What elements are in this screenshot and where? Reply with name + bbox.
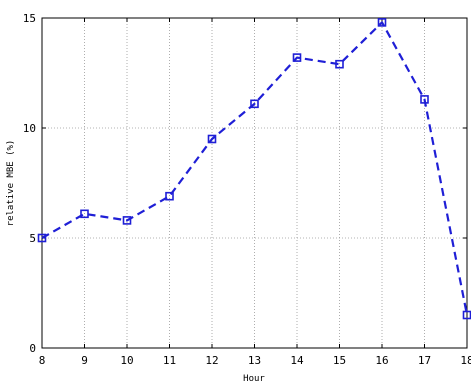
series-line: [41, 21, 469, 316]
x-axis-label: Hour: [243, 374, 265, 382]
y-tick-label: 15: [23, 12, 36, 25]
x-tick-label: 8: [39, 354, 46, 367]
data-point-marker: [80, 209, 89, 219]
x-tick-label: 15: [333, 354, 346, 367]
data-point-marker: [37, 233, 47, 243]
data-point-marker: [122, 216, 132, 225]
y-tick-label: 10: [23, 122, 36, 135]
x-tick-label: 13: [248, 354, 261, 367]
x-tick-label: 14: [290, 354, 304, 367]
data-point-marker: [420, 95, 429, 104]
series-layer: [37, 18, 471, 320]
data-point-marker: [335, 59, 344, 69]
x-tick-label: 10: [120, 354, 133, 367]
y-tick-label: 0: [29, 342, 36, 355]
x-tick-label: 16: [375, 354, 388, 367]
x-tick-label: 17: [418, 354, 431, 367]
x-tick-label: 9: [81, 354, 88, 367]
grid: [42, 18, 467, 348]
data-point-marker: [165, 191, 174, 201]
data-point-marker: [207, 134, 217, 144]
data-point-marker: [292, 53, 302, 62]
y-axis-label: relative MBE (%): [6, 140, 16, 227]
axes: 8 9 10 11 12 13 14 15 16 17 18 0 5 10 15: [23, 12, 471, 367]
data-point-marker: [250, 99, 259, 109]
data-point-marker: [377, 18, 387, 27]
y-tick-label: 5: [29, 232, 36, 245]
x-tick-label: 18: [460, 354, 471, 367]
x-tick-label: 11: [163, 354, 176, 367]
x-tick-label: 12: [205, 354, 218, 367]
